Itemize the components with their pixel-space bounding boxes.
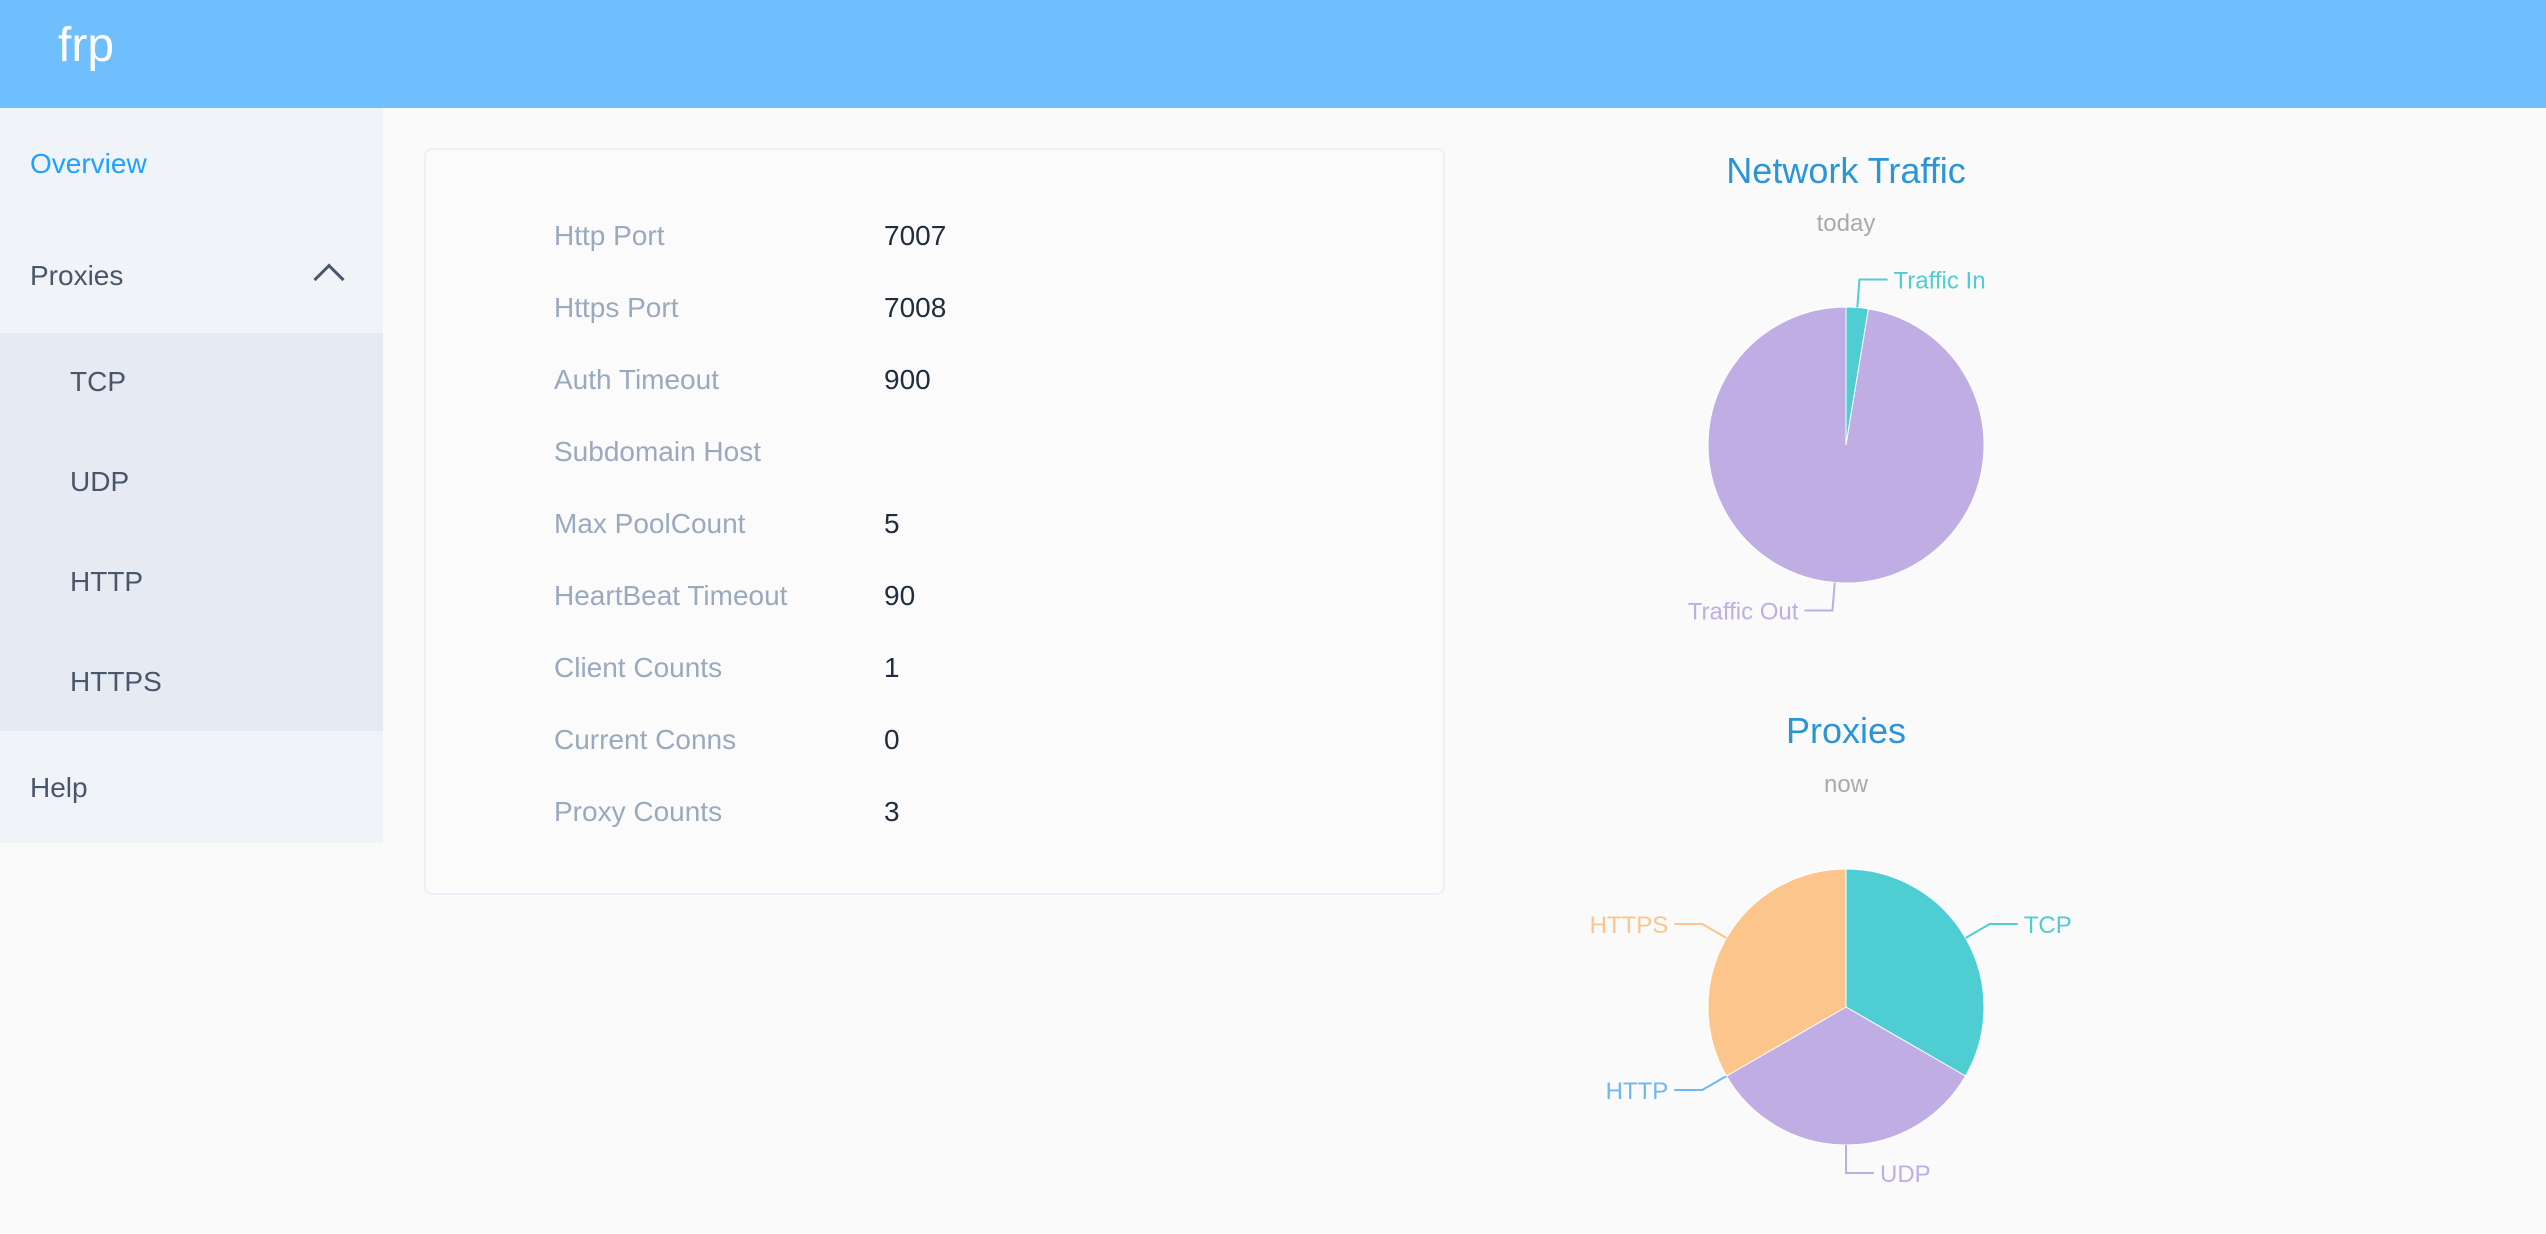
pie-slice[interactable] xyxy=(1707,306,1985,584)
label-leader-line xyxy=(1845,1145,1874,1174)
app-logo[interactable]: frp xyxy=(58,19,115,72)
info-value: 1 xyxy=(884,652,900,683)
slice-label: HTTPS xyxy=(1590,912,1669,939)
info-value: 7008 xyxy=(884,292,947,323)
slice-label: HTTP xyxy=(1606,1078,1669,1105)
pie-charts: Traffic In Traffic Out TCP UDP HTTP HTTPS xyxy=(1590,268,2072,1188)
info-row: Http Port 7007 xyxy=(554,216,946,256)
info-label: Https Port xyxy=(554,292,679,323)
sidebar-item-udp[interactable]: UDP xyxy=(70,466,130,497)
info-label: Http Port xyxy=(554,220,665,251)
proxies-submenu xyxy=(0,333,383,731)
info-row: Client Counts 1 xyxy=(554,648,900,688)
info-row: Auth Timeout 900 xyxy=(554,360,931,400)
info-row: Subdomain Host xyxy=(554,432,884,472)
info-row: HeartBeat Timeout 90 xyxy=(554,576,915,616)
info-label: Max PoolCount xyxy=(554,508,746,539)
slice-label: TCP xyxy=(2024,912,2072,939)
sidebar-item-proxies[interactable]: Proxies xyxy=(30,260,124,291)
sidebar-item-https[interactable]: HTTPS xyxy=(70,666,162,697)
info-value: 90 xyxy=(884,580,916,611)
label-leader-line xyxy=(1674,923,1727,939)
info-row: Proxy Counts 3 xyxy=(554,792,900,832)
info-label: HeartBeat Timeout xyxy=(554,580,788,611)
slice-label: Traffic Out xyxy=(1688,598,1799,625)
chart-title: Proxies xyxy=(1785,710,1907,751)
info-row: Https Port 7008 xyxy=(554,288,946,328)
chart-subtitle: today xyxy=(1816,210,1876,237)
info-row: Max PoolCount 5 xyxy=(554,504,900,544)
info-label: Subdomain Host xyxy=(554,436,762,467)
sidebar-item-help[interactable]: Help xyxy=(30,772,88,803)
info-label: Current Conns xyxy=(554,724,737,755)
info-label: Auth Timeout xyxy=(554,364,719,395)
info-label: Client Counts xyxy=(554,652,723,683)
chart-subtitle: now xyxy=(1823,771,1869,798)
label-leader-line xyxy=(1856,278,1888,308)
chart-title: Network Traffic xyxy=(1726,150,1966,191)
info-row: Current Conns 0 xyxy=(554,720,900,760)
info-label: Proxy Counts xyxy=(554,796,723,827)
sidebar-item-tcp[interactable]: TCP xyxy=(70,366,126,397)
slice-label: UDP xyxy=(1880,1161,1931,1188)
server-info-card: Http Port 7007 Https Port 7008 Auth Timeout 9… xyxy=(424,148,1445,895)
info-value: 5 xyxy=(884,508,900,539)
sidebar: Overview Proxies TCP UDP HTTP HTTPS Help xyxy=(0,108,383,843)
sidebar-item-overview[interactable]: Overview xyxy=(30,148,147,179)
header: frp xyxy=(0,0,2546,108)
info-value: 3 xyxy=(884,796,900,827)
label-leader-line xyxy=(1804,582,1836,612)
slice-label: Traffic In xyxy=(1894,268,1986,295)
label-leader-line xyxy=(1965,923,2018,939)
info-value: 7007 xyxy=(884,220,947,251)
label-leader-line xyxy=(1674,1075,1727,1091)
info-value: 0 xyxy=(884,724,900,755)
chevron-up-icon[interactable] xyxy=(313,263,345,295)
info-value: 900 xyxy=(884,364,931,395)
sidebar-item-http[interactable]: HTTP xyxy=(70,566,144,597)
